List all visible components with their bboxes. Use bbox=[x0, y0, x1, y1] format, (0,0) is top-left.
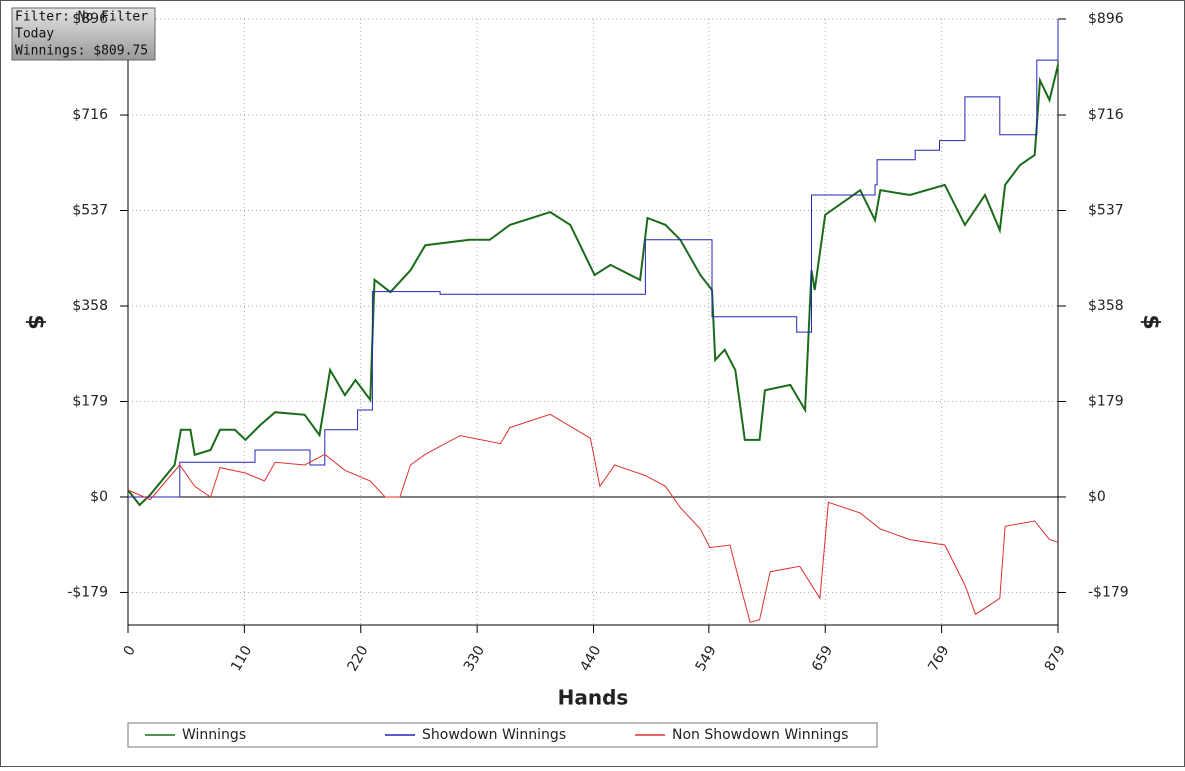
info-winnings: Winnings: $809.75 bbox=[15, 44, 148, 59]
y-tick-label: $537 bbox=[72, 203, 108, 219]
y-tick-label: $358 bbox=[72, 298, 108, 314]
y2-tick-label: $537 bbox=[1088, 203, 1124, 219]
y-tick-label: $179 bbox=[72, 393, 108, 409]
legend-label: Showdown Winnings bbox=[422, 727, 566, 743]
legend bbox=[127, 722, 878, 748]
info-period: Today bbox=[15, 27, 54, 42]
series-line bbox=[127, 413, 1059, 623]
info-box: Filter: No Filter Today Winnings: $809.7… bbox=[11, 7, 156, 61]
legend-label: Non Showdown Winnings bbox=[672, 727, 848, 743]
series-line bbox=[127, 64, 1059, 507]
y2-tick-label: $716 bbox=[1088, 107, 1124, 123]
y-tick-label: $0 bbox=[90, 489, 108, 505]
series-line bbox=[128, 19, 1059, 498]
y2-tick-label: -$179 bbox=[1088, 584, 1129, 600]
legend-label: Winnings bbox=[182, 727, 246, 743]
y2-axis-label: $ bbox=[1138, 314, 1163, 329]
x-axis-label: Hands bbox=[558, 686, 629, 710]
info-background bbox=[11, 7, 156, 61]
y-tick-label: $896 bbox=[72, 11, 108, 27]
y2-tick-label: $0 bbox=[1088, 489, 1106, 505]
info-filter: Filter: No Filter bbox=[15, 10, 148, 25]
y-axis-label: $ bbox=[23, 314, 48, 329]
y2-tick-label: $179 bbox=[1088, 393, 1124, 409]
y-tick-label: -$179 bbox=[67, 584, 108, 600]
plot-area bbox=[120, 18, 1066, 633]
y2-tick-label: $896 bbox=[1088, 11, 1124, 27]
y2-tick-label: $358 bbox=[1088, 298, 1124, 314]
y-tick-label: $716 bbox=[72, 107, 108, 123]
